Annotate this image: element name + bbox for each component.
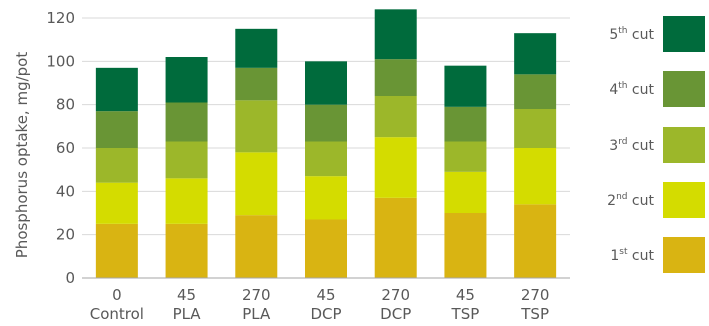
legend-label-suffix: th (618, 26, 627, 36)
legend-label-text: cut (627, 82, 654, 98)
y-tick-labels: 0 20 40 60 80 100 120 (46, 9, 75, 287)
bar-segment (165, 102, 208, 142)
bar-segment (444, 213, 487, 278)
bar-segment (374, 59, 417, 96)
bar-segment (444, 106, 487, 142)
legend-swatch (663, 71, 705, 107)
bar-segment (95, 67, 138, 112)
bar-segment (514, 33, 557, 75)
bar-segment (95, 223, 138, 278)
bar-segment (444, 65, 487, 107)
bar-segment (374, 197, 417, 278)
legend-label-number: 5 (609, 27, 618, 43)
legend-label-suffix: nd (616, 192, 627, 202)
legend-label-text: cut (627, 27, 654, 43)
bar-segment (305, 104, 347, 142)
x-tick-label: DCP (310, 305, 341, 323)
bar-segment (165, 57, 208, 103)
bar-segment (514, 109, 557, 148)
bar-segment (165, 141, 208, 179)
legend-label: 3rd cut (609, 137, 654, 154)
bar-segment (235, 28, 278, 68)
bar-segment (235, 215, 278, 278)
x-tick-label: TSP (520, 305, 549, 323)
legend-label-suffix: rd (618, 137, 627, 147)
legend-swatch (663, 182, 705, 218)
bar-segment (514, 148, 557, 205)
legend-label-suffix: th (618, 81, 627, 91)
bar-segment (514, 204, 557, 278)
y-tick-label: 20 (56, 226, 75, 244)
legend-swatch (663, 127, 705, 163)
legend-label: 5th cut (609, 26, 654, 43)
bar-segment (305, 176, 347, 220)
bar-stacks (95, 9, 557, 278)
legend-label-number: 2 (607, 193, 616, 209)
bar-segment (444, 171, 487, 213)
x-tick-label: 45 (456, 286, 475, 304)
y-axis-label: Phosphorus optake, mg/pot (13, 52, 31, 259)
legend-label-text: cut (627, 138, 654, 154)
bar-segment (305, 141, 347, 177)
legend-label-text: cut (627, 193, 654, 209)
legend-label-number: 1 (610, 248, 619, 264)
x-tick-label: 0 (112, 286, 122, 304)
bar-segment (235, 67, 278, 101)
y-tick-label: 120 (46, 9, 75, 27)
bar-segment (95, 182, 138, 224)
bar-segment (95, 111, 138, 148)
y-tick-label: 80 (56, 96, 75, 114)
bar-segment (235, 152, 278, 216)
bar-segment (374, 9, 417, 60)
y-tick-label: 0 (65, 269, 75, 287)
legend-swatch (663, 16, 705, 52)
x-tick-label: DCP (380, 305, 411, 323)
bar-segment (95, 148, 138, 183)
bar-segment (165, 178, 208, 224)
legend-label-number: 3 (609, 138, 618, 154)
bar-segment (305, 219, 347, 278)
bar-segment (305, 61, 347, 105)
legend-label: 1st cut (610, 247, 654, 264)
bar-segment (444, 141, 487, 172)
x-tick-label: PLA (242, 305, 271, 323)
x-tick-label: Control (90, 305, 144, 323)
bar-segment (165, 223, 208, 278)
y-tick-label: 60 (56, 139, 75, 157)
legend-label: 2nd cut (607, 192, 654, 209)
x-tick-label: 270 (521, 286, 550, 304)
bar-segment (514, 74, 557, 109)
bar-segment (374, 96, 417, 138)
x-tick-label: TSP (451, 305, 480, 323)
legend-label: 4th cut (609, 81, 654, 98)
legend-label-suffix: st (619, 247, 628, 257)
bar-segment (235, 100, 278, 153)
x-tick-label: 270 (242, 286, 271, 304)
y-tick-label: 40 (56, 182, 75, 200)
bar-segment (374, 137, 417, 198)
x-tick-label: PLA (173, 305, 202, 323)
legend-swatch (663, 237, 705, 273)
legend-label-number: 4 (609, 82, 618, 98)
x-tick-label: 45 (316, 286, 335, 304)
legend-label-text: cut (627, 248, 654, 264)
x-tick-label: 45 (177, 286, 196, 304)
x-tick-labels: 0Control45PLA270PLA45DCP270DCP45TSP270TS… (90, 286, 550, 323)
y-tick-label: 100 (46, 52, 75, 70)
x-tick-label: 270 (381, 286, 410, 304)
